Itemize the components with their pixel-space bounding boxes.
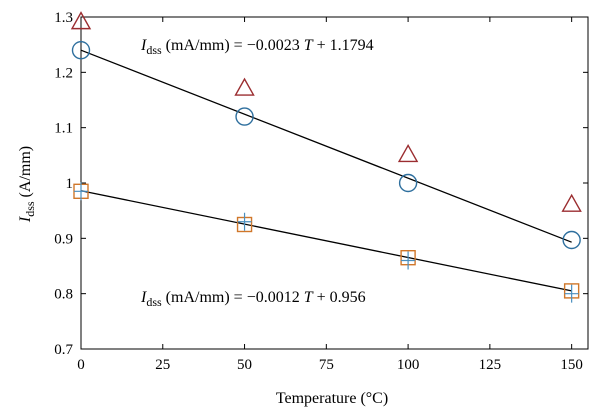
- annotation-lower: Idss (mA/mm) = −0.0012 T + 0.956: [140, 289, 366, 309]
- annotation-upper: Idss (mA/mm) = −0.0023 T + 1.1794: [140, 37, 374, 57]
- fit-line: [80, 49, 572, 243]
- axis-ticks: 0 25 50 75 100 125 150 0.7 0.8 0.9 1 1.1 1.2 1.3: [54, 10, 588, 373]
- circle-marker: [562, 230, 581, 250]
- triangle-marker: [397, 143, 419, 163]
- triangle-marker: [561, 193, 582, 212]
- x-tick-label: 50: [237, 357, 252, 373]
- data-markers: [70, 11, 582, 303]
- cross-marker: [564, 284, 579, 303]
- x-axis-label: Temperature (°C): [276, 390, 388, 407]
- x-tick-label: 75: [319, 357, 334, 373]
- y-tick-label: 1.3: [54, 10, 73, 26]
- triangle-marker: [234, 77, 255, 96]
- x-tick-label: 25: [155, 357, 170, 373]
- fit-lines: [80, 49, 572, 292]
- y-tick-label: 0.8: [54, 287, 73, 303]
- y-tick-label: 0.7: [54, 342, 73, 358]
- triangle-marker: [70, 11, 92, 30]
- y-tick-label: 1.2: [54, 65, 73, 81]
- circle-marker: [235, 107, 254, 126]
- cross-marker: [74, 182, 88, 201]
- y-tick-label: 1.1: [54, 121, 73, 137]
- x-tick-label: 0: [77, 357, 85, 373]
- x-tick-label: 100: [397, 357, 420, 373]
- circle-marker: [71, 41, 91, 60]
- circle-marker: [398, 173, 418, 193]
- x-tick-label: 150: [560, 357, 583, 373]
- x-tick-label: 125: [479, 357, 502, 373]
- y-tick-label: 0.9: [54, 231, 73, 247]
- y-axis-label: Idss (A/mm): [17, 146, 37, 223]
- y-tick-label: 1: [66, 176, 74, 192]
- fit-line: [80, 190, 572, 292]
- cross-marker: [237, 212, 252, 231]
- cross-marker: [401, 251, 416, 270]
